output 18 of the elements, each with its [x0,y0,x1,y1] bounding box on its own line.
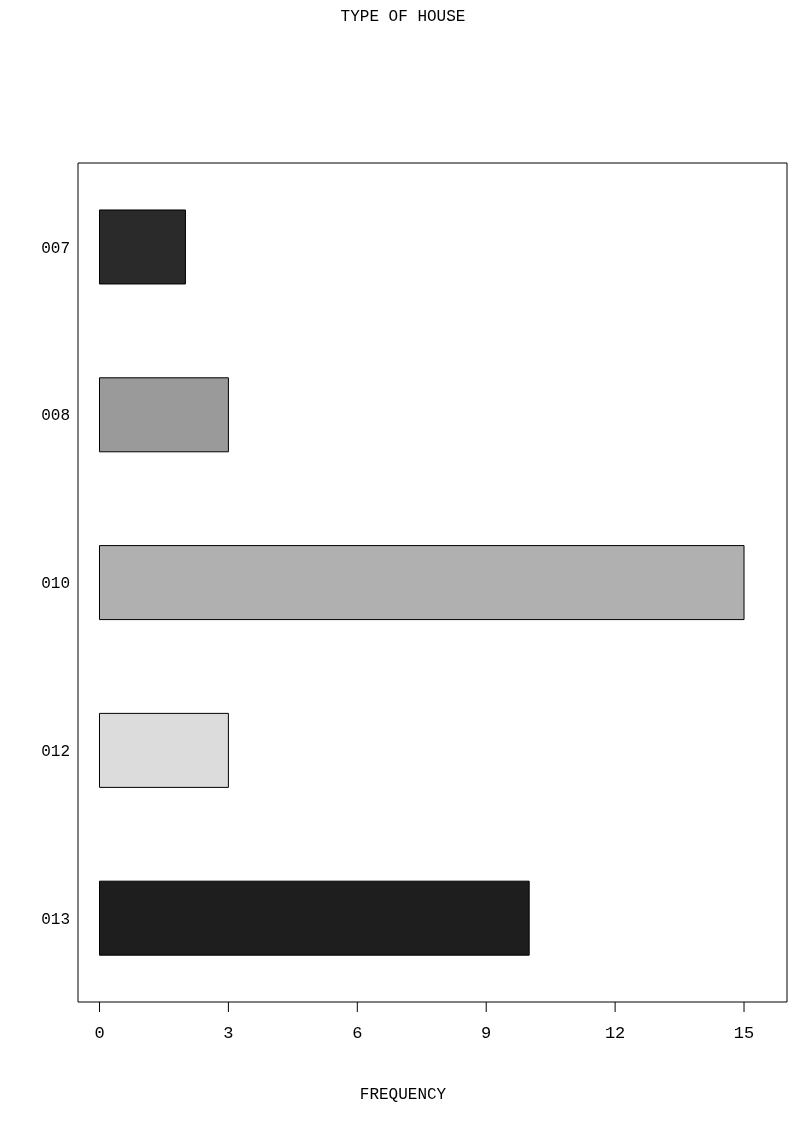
y-tick-label: 012 [41,742,70,761]
bar [98,209,186,285]
y-tick-label: 007 [41,239,70,258]
x-tick-label: 9 [481,1024,492,1044]
x-axis-title: FREQUENCY [358,1086,448,1104]
bar [98,545,745,621]
bar [98,377,229,453]
y-tick-label: 010 [41,575,70,594]
bar [98,712,229,788]
x-tick-label: 6 [352,1024,363,1044]
y-tick-label: 008 [41,407,70,426]
x-tick-label: 0 [94,1024,105,1044]
x-tick-label: 3 [223,1024,234,1044]
bar [98,880,530,956]
y-tick-label: 013 [41,910,70,929]
x-tick-label: 12 [604,1024,626,1044]
chart-title: TYPE OF HOUSE [339,8,467,28]
x-tick-label: 15 [733,1024,755,1044]
